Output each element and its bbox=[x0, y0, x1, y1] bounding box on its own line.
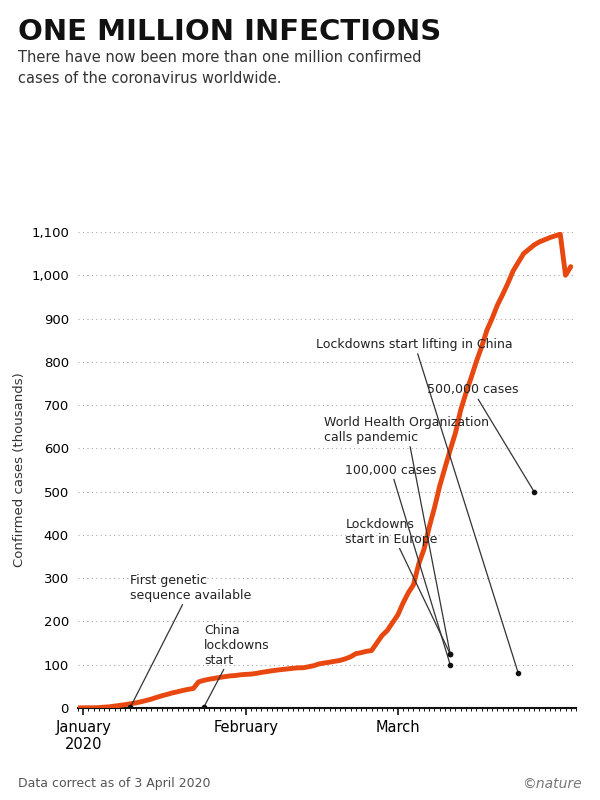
Text: ©nature: ©nature bbox=[523, 776, 582, 790]
Text: There have now been more than one million confirmed
cases of the coronavirus wor: There have now been more than one millio… bbox=[18, 50, 421, 86]
Y-axis label: Confirmed cases (thousands): Confirmed cases (thousands) bbox=[13, 373, 26, 567]
Text: 100,000 cases: 100,000 cases bbox=[346, 463, 450, 665]
Text: Data correct as of 3 April 2020: Data correct as of 3 April 2020 bbox=[18, 778, 211, 790]
Text: Lockdowns start lifting in China: Lockdowns start lifting in China bbox=[316, 338, 518, 674]
Text: China
lockdowns
start: China lockdowns start bbox=[204, 624, 269, 707]
Text: Lockdowns
start in Europe: Lockdowns start in Europe bbox=[346, 518, 450, 654]
Text: ONE MILLION INFECTIONS: ONE MILLION INFECTIONS bbox=[18, 18, 441, 46]
Text: First genetic
sequence available: First genetic sequence available bbox=[130, 574, 251, 707]
Text: World Health Organization
calls pandemic: World Health Organization calls pandemic bbox=[325, 416, 490, 654]
Text: 500,000 cases: 500,000 cases bbox=[427, 383, 534, 492]
